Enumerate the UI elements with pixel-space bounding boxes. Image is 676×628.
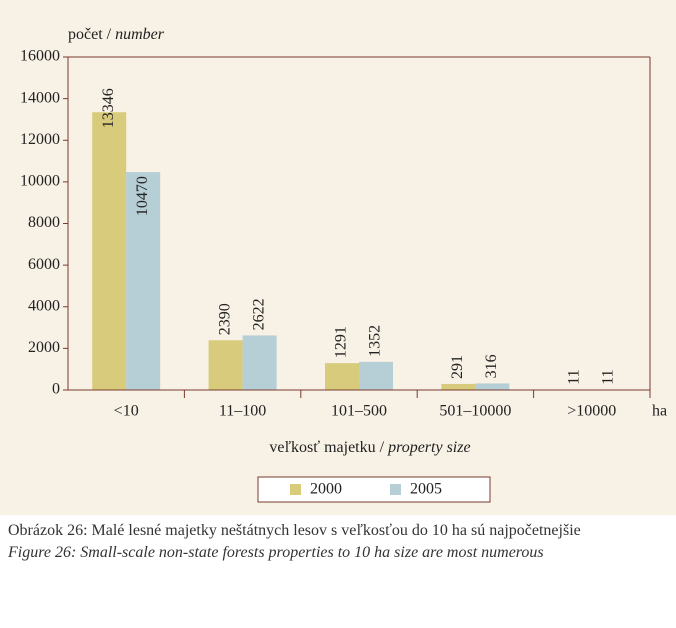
- y-tick-label: 4000: [28, 297, 60, 314]
- y-label-en: number: [115, 26, 165, 43]
- caption-en: Figure 26: Small-scale non-state forests…: [8, 544, 544, 561]
- bar: [441, 383, 476, 390]
- y-label-sk: počet /: [68, 26, 112, 43]
- x-tick-label: >10000: [567, 403, 616, 420]
- x-tick-label: 101–500: [331, 403, 387, 420]
- value-label: 11: [599, 369, 616, 384]
- caption: Obrázok 26: Malé lesné majetky neštátnyc…: [8, 520, 670, 564]
- value-label: 13346: [100, 88, 117, 128]
- y-tick-label: 10000: [20, 173, 60, 190]
- legend-label: 2005: [410, 481, 442, 498]
- x-axis-label: veľkosť majetku / property size: [269, 439, 470, 456]
- value-label: 1291: [333, 326, 350, 358]
- y-axis-label: počet / number: [68, 26, 165, 43]
- chart: počet / number veľkosť majetku / property …: [0, 0, 676, 515]
- y-tick-label: 8000: [28, 214, 60, 231]
- legend-swatch: [290, 484, 301, 495]
- bar: [359, 361, 393, 390]
- x-tick-label: <10: [114, 403, 139, 420]
- caption-sk: Obrázok 26: Malé lesné majetky neštátnyc…: [8, 522, 581, 539]
- value-label: 2390: [216, 303, 233, 335]
- y-tick-label: 16000: [20, 48, 60, 65]
- x-label-en: property size: [387, 439, 471, 456]
- y-tick-label: 0: [52, 381, 60, 398]
- bar: [325, 363, 359, 390]
- bar: [92, 112, 127, 390]
- value-label: 1352: [367, 325, 384, 357]
- value-label: 10470: [134, 176, 151, 216]
- bar: [242, 335, 277, 390]
- y-tick-label: 14000: [20, 89, 60, 106]
- value-label: 11: [565, 369, 582, 384]
- y-tick-label: 2000: [28, 339, 60, 356]
- legend-swatch: [390, 484, 401, 495]
- y-tick-label: 6000: [28, 256, 60, 273]
- value-label: 316: [483, 354, 500, 378]
- x-unit: ha: [652, 403, 667, 420]
- bar: [475, 383, 510, 390]
- y-tick-label: 12000: [20, 131, 60, 148]
- x-tick-label: 11–100: [219, 403, 266, 420]
- bar: [208, 340, 243, 390]
- bar: [126, 172, 161, 390]
- value-label: 2622: [250, 298, 267, 330]
- x-tick-label: 501–10000: [439, 403, 511, 420]
- value-label: 291: [449, 355, 466, 379]
- legend-label: 2000: [310, 481, 342, 498]
- x-label-sk: veľkosť majetku /: [269, 439, 384, 456]
